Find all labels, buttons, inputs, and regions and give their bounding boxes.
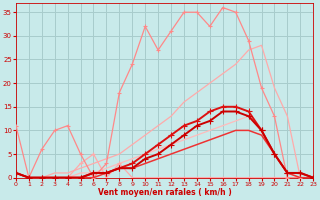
X-axis label: Vent moyen/en rafales ( km/h ): Vent moyen/en rafales ( km/h ) — [98, 188, 231, 197]
